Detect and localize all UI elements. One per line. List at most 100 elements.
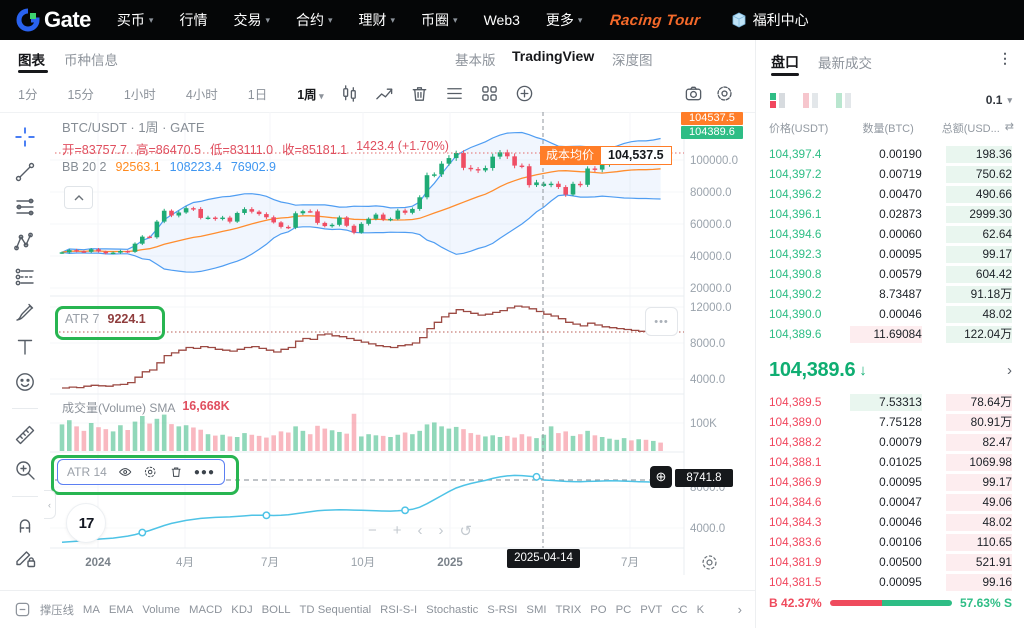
zoom-in-button[interactable]: + — [392, 522, 402, 539]
bid-row[interactable]: 104,386.9 0.00095 99.17 — [756, 472, 1024, 492]
bid-row[interactable]: 104,381.5 0.00095 99.16 — [756, 572, 1024, 592]
xabcd-pattern-icon[interactable] — [14, 231, 36, 253]
indicator-TRIX[interactable]: TRIX — [555, 603, 582, 616]
atr7-legend[interactable]: ATR 7 9224.1 — [65, 312, 146, 326]
bid-row[interactable]: 104,384.3 0.00046 48.02 — [756, 512, 1024, 532]
ask-row[interactable]: 104,394.6 0.00060 62.64 — [756, 224, 1024, 244]
volume-legend[interactable]: 成交量(Volume) SMA 16,668K — [62, 399, 230, 416]
timeframe-1分[interactable]: 1分 — [18, 87, 38, 102]
add-circle-icon[interactable] — [515, 84, 534, 103]
legend-collapse-button[interactable] — [64, 186, 93, 209]
atr14-add-alert-button[interactable]: ⊕ — [650, 466, 672, 488]
indicator-EMA[interactable]: EMA — [108, 603, 134, 616]
ask-row[interactable]: 104,397.4 0.00190 198.36 — [756, 144, 1024, 164]
welfare-center-link[interactable]: 福利中心 — [731, 10, 809, 30]
bid-row[interactable]: 104,389.5 7.53313 78.64万 — [756, 392, 1024, 412]
nav-item-6[interactable]: 币圈 ▾ — [421, 10, 458, 30]
crosshair-icon[interactable] — [14, 126, 36, 148]
indicator-K[interactable]: K — [696, 603, 705, 616]
draw-lock-icon[interactable] — [14, 547, 36, 569]
timeframe-15分[interactable]: 15分 — [67, 87, 94, 102]
parallel-lines-icon[interactable] — [14, 196, 36, 218]
indicator-TD Sequential[interactable]: TD Sequential — [299, 603, 372, 616]
indicator-MACD[interactable]: MACD — [189, 603, 223, 616]
indicator-MA[interactable]: MA — [82, 603, 100, 616]
bid-row[interactable]: 104,389.0 7.75128 80.91万 — [756, 412, 1024, 432]
view-both-icon[interactable] — [769, 92, 786, 109]
ask-row[interactable]: 104,389.6 11.69084 122.04万 — [756, 324, 1024, 344]
indicator-SMI[interactable]: SMI — [526, 603, 547, 616]
more-options-icon[interactable]: ●●● — [193, 466, 215, 478]
indicator-撑压线[interactable]: 撑压线 — [40, 604, 74, 617]
nav-item-5[interactable]: 理财 ▾ — [359, 10, 396, 30]
view-asks-icon[interactable] — [802, 92, 819, 109]
scroll-left-button[interactable]: ‹ — [417, 522, 423, 539]
indicator-KDJ[interactable]: KDJ — [231, 603, 253, 616]
gate-logo[interactable]: Gate — [16, 7, 91, 33]
indicator-Volume[interactable]: Volume — [142, 603, 181, 616]
mode-basic[interactable]: 基本版 — [455, 53, 496, 68]
magnet-icon[interactable] — [14, 512, 36, 534]
nav-item-4[interactable]: 合约 ▾ — [296, 10, 333, 30]
brush-icon[interactable] — [14, 301, 36, 323]
candles-icon[interactable] — [340, 84, 359, 103]
tab-orderbook[interactable]: 盘口 — [771, 54, 799, 70]
precision-select[interactable]: 0.1 ▾ — [986, 93, 1012, 107]
price-chart[interactable]: 100000.0 80000.0 60000.0 40000.0 20000.0 1200… — [50, 112, 755, 578]
ask-row[interactable]: 104,390.2 8.73487 91.18万 — [756, 284, 1024, 304]
ask-row[interactable]: 104,390.0 0.00046 48.02 — [756, 304, 1024, 324]
bid-row[interactable]: 104,388.1 0.01025 1069.98 — [756, 452, 1024, 472]
bid-row[interactable]: 104,384.6 0.00047 49.06 — [756, 492, 1024, 512]
indicator-Stochastic[interactable]: Stochastic — [426, 603, 479, 616]
axis-settings-icon[interactable] — [700, 553, 719, 572]
atr-pane-more-button[interactable]: ••• — [645, 307, 678, 336]
zoom-in-icon[interactable] — [14, 459, 36, 481]
mode-tradingview[interactable]: TradingView — [512, 48, 595, 64]
nav-item-1[interactable]: 买币 ▾ — [117, 10, 154, 30]
nav-item-7[interactable]: Web3 — [484, 12, 520, 28]
delete-icon[interactable] — [169, 464, 183, 480]
ask-row[interactable]: 104,390.8 0.00579 604.42 — [756, 264, 1024, 284]
bid-row[interactable]: 104,381.9 0.00500 521.91 — [756, 552, 1024, 572]
view-bids-icon[interactable] — [835, 92, 852, 109]
camera-icon[interactable] — [684, 84, 703, 103]
zoom-out-button[interactable]: − — [368, 522, 377, 539]
indicators-icon[interactable] — [375, 84, 394, 103]
ask-row[interactable]: 104,396.2 0.00470 490.66 — [756, 184, 1024, 204]
nav-item-2[interactable]: 行情 — [179, 10, 207, 30]
tab-latest-trades[interactable]: 最新成交 — [818, 56, 872, 71]
scroll-right-button[interactable]: › — [438, 522, 444, 539]
timeframe-4小时[interactable]: 4小时 — [185, 87, 218, 102]
bid-row[interactable]: 104,388.2 0.00079 82.47 — [756, 432, 1024, 452]
indicator-BOLL[interactable]: BOLL — [261, 603, 291, 616]
timeframe-1日[interactable]: 1日 — [247, 87, 268, 102]
grid-icon[interactable] — [480, 84, 499, 103]
list-icon[interactable] — [445, 84, 464, 103]
toolbar-collapse-handle[interactable]: ‹ — [44, 490, 56, 519]
avg-cost-line-label[interactable]: 成本均价 104,537.5 — [540, 146, 672, 165]
indicator-CC[interactable]: CC — [671, 603, 688, 616]
indicator-panel-icon[interactable] — [14, 601, 31, 618]
mode-depth[interactable]: 深度图 — [612, 53, 653, 68]
atr14-legend-box[interactable]: ATR 14 ●●● — [57, 459, 225, 485]
tab-coin-info[interactable]: 币种信息 — [64, 53, 118, 68]
chevron-right-icon[interactable]: › — [1007, 361, 1012, 379]
indicator-PO[interactable]: PO — [590, 603, 607, 616]
timeframe-1小时[interactable]: 1小时 — [123, 87, 156, 102]
indicator-PVT[interactable]: PVT — [640, 603, 663, 616]
orderbook-menu-icon[interactable]: ⋮ — [998, 50, 1012, 66]
swap-unit-icon[interactable]: ⇄ — [1004, 121, 1014, 133]
trend-line-icon[interactable] — [14, 161, 36, 183]
eye-icon[interactable] — [118, 464, 132, 480]
racing-tour-banner[interactable]: Racing Tour — [609, 11, 702, 29]
indicator-RSI-S-I[interactable]: RSI-S-I — [380, 603, 418, 616]
tradingview-watermark[interactable]: 17 — [66, 503, 106, 543]
tab-chart[interactable]: 图表 — [18, 53, 45, 68]
reset-view-button[interactable]: ↺ — [459, 523, 473, 540]
ask-row[interactable]: 104,397.2 0.00719 750.62 — [756, 164, 1024, 184]
trash-icon[interactable] — [410, 84, 429, 103]
nav-item-3[interactable]: 交易 ▾ — [233, 10, 270, 30]
last-price-row[interactable]: 104,389.6 ↓ › — [756, 350, 1024, 390]
projection-icon[interactable] — [14, 266, 36, 288]
ask-row[interactable]: 104,396.1 0.02873 2999.30 — [756, 204, 1024, 224]
